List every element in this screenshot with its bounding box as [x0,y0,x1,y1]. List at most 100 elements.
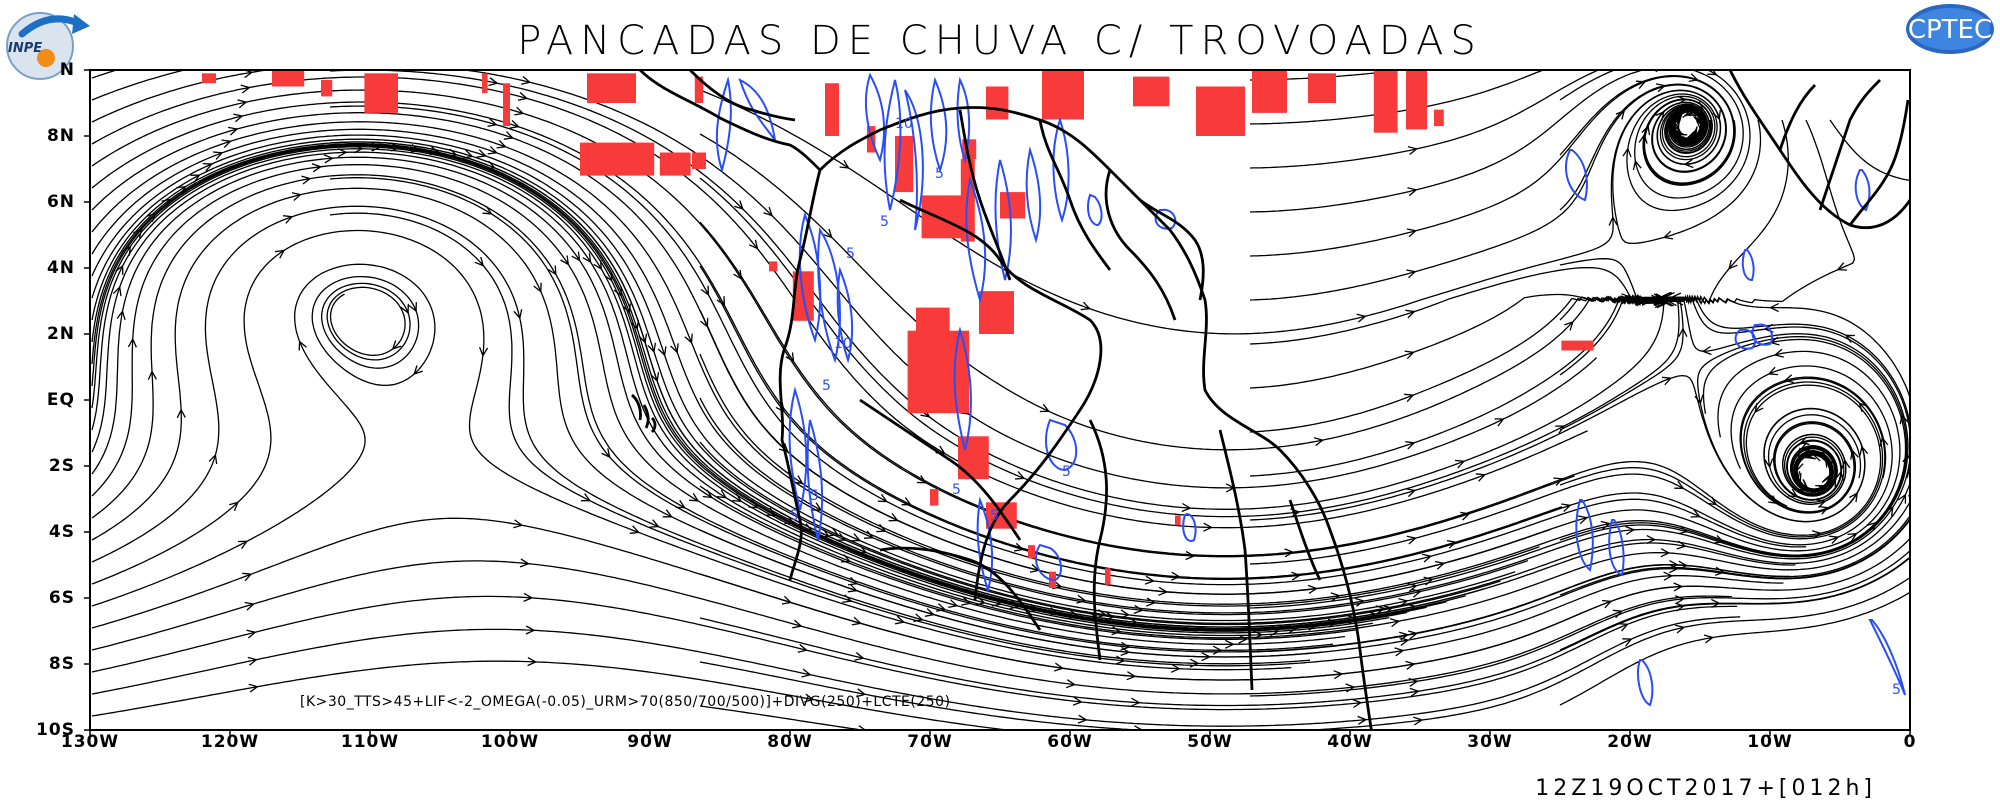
streamline-arrow [301,175,312,185]
divergence-contour [976,496,994,594]
streamline-arrow [246,629,257,639]
streamline-arrow [519,558,530,568]
streamline-arrow [1675,624,1686,634]
streamline-arrow [1133,604,1144,615]
streamline-arrow [1144,575,1155,585]
streamline-arrow [1661,296,1671,306]
streamline-arrow [734,200,744,211]
streamline-arrow [240,84,251,94]
streamline-arrow [1406,269,1417,279]
streamline-arrow [1080,301,1091,311]
streamline-arrow [1669,564,1679,574]
streamline-arrow [1475,473,1487,482]
streamline-arrow [1406,535,1417,545]
streamline-arrow [1638,133,1648,144]
streamline [1559,258,1664,304]
streamline-arrow [1394,647,1405,657]
streamline [699,221,1882,557]
cptec-logo: CPTEC [1904,2,1996,56]
streamline [699,705,866,730]
country-border [899,198,1103,601]
streamline-arrow [547,265,557,276]
rain-cell [1028,545,1035,559]
streamline-arrow [1284,548,1295,558]
streamline-arrow [1460,511,1471,521]
streamline [91,263,436,607]
rain-cell [921,195,964,239]
streamline-arrow [1405,440,1416,450]
streamline-arrow [1126,671,1137,681]
streamline [91,70,188,101]
divergence-contour [1045,418,1078,472]
divergence-contour [1087,193,1103,227]
streamline-arrow [1288,624,1298,634]
streamline-arrow [1799,436,1810,445]
streamline-arrow [487,145,498,155]
rain-cell [907,330,970,414]
streamline-arrow [1635,80,1647,90]
streamline-arrow [1404,350,1415,360]
streamline-arrow [854,652,865,661]
lat-tick-label: 8N [46,126,75,146]
streamline-arrow [1662,230,1674,240]
streamline-arrow [478,347,489,358]
streamline-arrow [571,251,581,262]
streamline-arrow [763,206,774,217]
lon-tick-label: 80W [767,732,813,752]
streamline-arrow [1674,602,1686,612]
streamline-arrow [112,285,122,297]
lat-tick-label: 8S [48,654,75,674]
streamline-arrow [856,688,867,698]
streamline-arrow [1844,334,1855,343]
lon-tick-label: 0 [1903,732,1917,752]
lon-tick-label: 60W [1047,732,1093,752]
streamline-arrow [622,303,631,314]
streamline-arrow [1829,535,1840,545]
streamline-arrow [1399,631,1410,641]
streamline-arrow [517,92,529,101]
streamline-arrow [523,592,534,602]
streamline-arrow [1405,309,1416,319]
streamline-arrow [116,309,126,321]
streamline-arrow [1674,480,1685,489]
streamline-arrow [1421,553,1433,563]
streamline-arrow [488,77,499,87]
streamline [699,296,1910,614]
lon-tick-label: 50W [1187,732,1233,752]
lon-tick-label: 90W [627,732,673,752]
streamline-arrow [778,442,789,453]
country-border [958,109,1012,281]
streamline-arrow [1660,548,1671,558]
country-border [1848,99,1910,226]
streamline-arrow [1409,687,1420,697]
streamline-arrow [662,509,674,518]
streamline-arrow [525,625,536,635]
streamline-arrow [748,239,759,250]
streamline [1559,70,1751,212]
streamline-arrow [1783,374,1794,384]
rain-cell [580,142,655,176]
streamline-arrow [1120,641,1131,651]
rain-cell [694,76,704,103]
streamline-arrow [1307,584,1318,594]
streamline-arrow [1146,597,1157,607]
contour-label: 5 [935,166,944,182]
streamline [91,144,1427,631]
streamline-arrow [1407,582,1418,592]
streamline-arrow [244,601,256,611]
rain-cell [272,70,305,87]
streamline-arrow [1577,515,1589,525]
contour-label: 5 [1892,682,1901,698]
streamline-arrow [514,106,525,116]
streamline-arrow [1707,70,1718,76]
streamline [1829,119,1910,182]
streamline-arrow [1076,594,1087,604]
streamline-arrow [208,453,218,465]
streamline-arrow [1673,296,1684,306]
streamline-arrow [1767,366,1779,376]
streamline-arrow [1389,618,1401,628]
streamline-arrow [647,342,657,354]
streamline-arrow [1608,215,1618,226]
streamline [329,141,1796,628]
streamline [1662,119,1856,305]
